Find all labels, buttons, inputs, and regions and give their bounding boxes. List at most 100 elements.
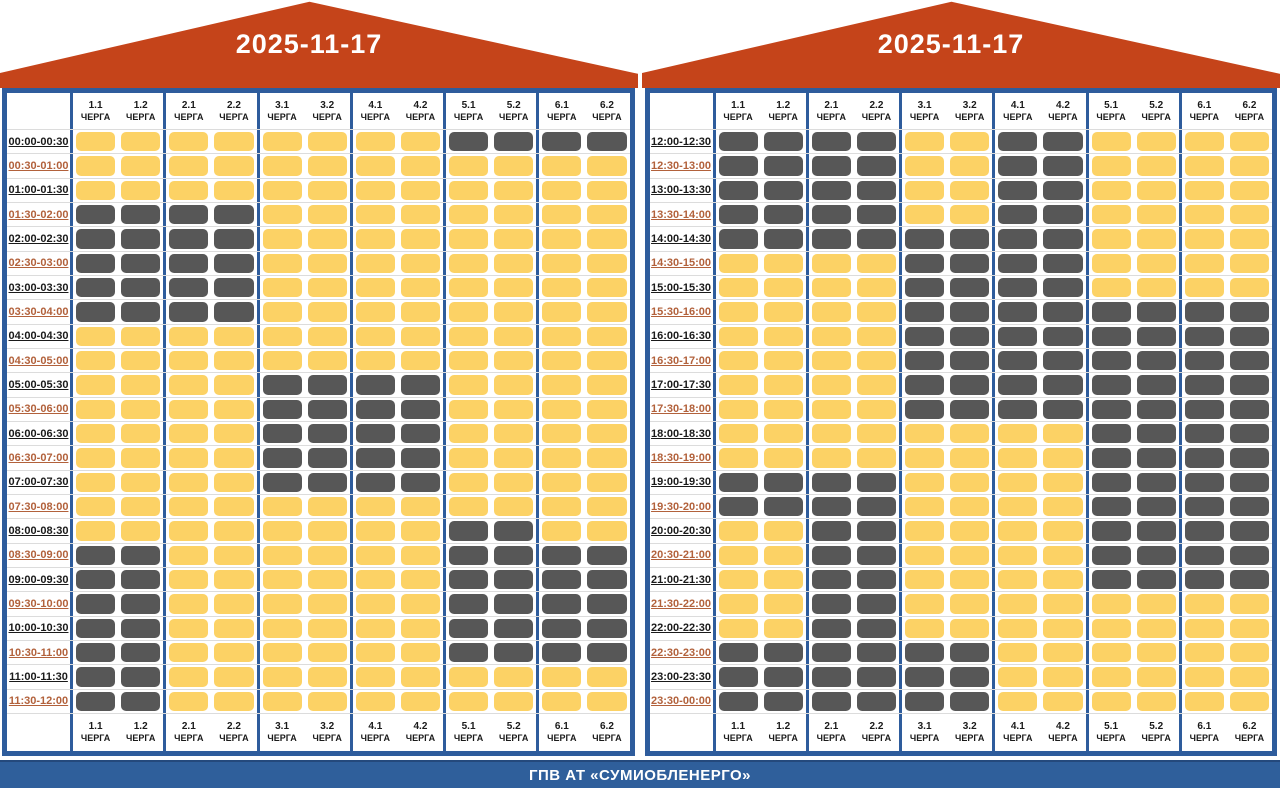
queue-group bbox=[1085, 202, 1179, 227]
slot-power-on bbox=[76, 180, 116, 200]
slot-power-on bbox=[542, 302, 582, 322]
slot-power-on bbox=[400, 667, 440, 687]
queue-group bbox=[1085, 543, 1179, 567]
queue-group bbox=[1178, 616, 1272, 640]
slot-power-on bbox=[121, 326, 161, 346]
slot-power-on bbox=[587, 180, 627, 200]
slot-power-on bbox=[494, 667, 534, 687]
slot-power-on bbox=[307, 569, 347, 590]
slot-power-on bbox=[400, 204, 440, 225]
queue-group bbox=[712, 130, 806, 154]
time-row: 10:30-11:00 bbox=[7, 640, 630, 666]
slot-power-on bbox=[1136, 204, 1176, 225]
slot-power-on bbox=[1091, 594, 1131, 614]
slot-power-off bbox=[718, 472, 758, 492]
queue-number: 6.2 bbox=[599, 721, 614, 733]
queue-group bbox=[992, 567, 1085, 592]
queue-group bbox=[256, 275, 350, 300]
time-row: 11:30-12:00 bbox=[7, 689, 630, 714]
time-row: 04:30-05:00 bbox=[7, 348, 630, 374]
queue-header-cell: 4.1 ЧЕРГА bbox=[353, 93, 398, 129]
slot-power-on bbox=[355, 545, 395, 565]
slot-power-on bbox=[763, 277, 803, 298]
slot-power-on bbox=[355, 132, 395, 152]
queue-group bbox=[256, 178, 350, 202]
queue-group bbox=[536, 616, 629, 640]
slot-power-on bbox=[950, 594, 990, 614]
slot-power-off bbox=[494, 545, 534, 565]
queue-group bbox=[349, 130, 443, 154]
queue-group bbox=[349, 616, 443, 640]
slot-power-off bbox=[998, 253, 1038, 273]
slot-power-off bbox=[905, 253, 945, 273]
slot-power-on bbox=[718, 423, 758, 444]
queue-group bbox=[70, 373, 163, 397]
queue-number: 3.1 bbox=[275, 721, 290, 733]
slot-power-on bbox=[1043, 423, 1083, 444]
slot-power-on bbox=[718, 569, 758, 590]
slot-power-off bbox=[169, 253, 209, 273]
slot-power-on bbox=[998, 545, 1038, 565]
queue-group bbox=[899, 154, 992, 178]
slot-power-on bbox=[307, 545, 347, 565]
queue-group bbox=[899, 373, 992, 397]
slot-power-off bbox=[1136, 472, 1176, 492]
slot-power-on bbox=[542, 253, 582, 273]
queue-word: ЧЕРГА bbox=[360, 733, 390, 744]
slot-power-on bbox=[763, 618, 803, 638]
slot-power-off bbox=[905, 326, 945, 346]
slot-power-on bbox=[1043, 496, 1083, 517]
queue-group bbox=[1085, 373, 1179, 397]
slot-power-on bbox=[121, 521, 161, 541]
time-row: 15:00-15:30 bbox=[649, 275, 1272, 301]
slot-power-on bbox=[214, 472, 254, 492]
queue-group bbox=[536, 519, 629, 543]
queue-header-cell: 2.2 ЧЕРГА bbox=[854, 714, 899, 751]
schedule-grid-right: 1.1 ЧЕРГА 1.2 ЧЕРГА 2.1 ЧЕРГА 2.2 ЧЕРГА 3.1 ЧЕРГА… bbox=[649, 93, 1272, 751]
queue-group bbox=[256, 519, 350, 543]
slot-power-on bbox=[763, 448, 803, 468]
slot-power-on bbox=[542, 277, 582, 298]
slot-power-off bbox=[1091, 350, 1131, 371]
queue-group bbox=[899, 689, 992, 713]
queue-number: 1.1 bbox=[731, 721, 746, 733]
slot-power-on bbox=[1043, 594, 1083, 614]
queue-number: 2.2 bbox=[869, 99, 884, 111]
slot-power-off bbox=[905, 229, 945, 249]
time-row: 19:00-19:30 bbox=[649, 470, 1272, 495]
queue-group bbox=[536, 130, 629, 154]
queue-group bbox=[443, 665, 536, 689]
slot-power-on bbox=[1136, 667, 1176, 687]
slot-power-on bbox=[76, 375, 116, 395]
queue-group: 6.1 ЧЕРГА 6.2 ЧЕРГА bbox=[1178, 93, 1272, 129]
slot-power-off bbox=[718, 132, 758, 152]
time-row: 22:30-23:00 bbox=[649, 640, 1272, 666]
queue-word: ЧЕРГА bbox=[723, 733, 753, 744]
time-label: 10:00-10:30 bbox=[8, 622, 69, 635]
slot-power-on bbox=[1136, 594, 1176, 614]
slot-power-off bbox=[718, 691, 758, 711]
queue-group bbox=[536, 421, 629, 446]
slot-power-off bbox=[763, 472, 803, 492]
slot-power-off bbox=[1136, 375, 1176, 395]
slot-power-on bbox=[1091, 642, 1131, 663]
queue-group bbox=[536, 592, 629, 616]
slot-power-off bbox=[214, 229, 254, 249]
slot-power-on bbox=[449, 253, 489, 273]
slot-power-off bbox=[856, 521, 896, 541]
slot-power-off bbox=[811, 569, 851, 590]
slot-power-off bbox=[998, 132, 1038, 152]
slot-power-off bbox=[950, 253, 990, 273]
queue-number: 4.1 bbox=[368, 99, 383, 111]
slot-power-off bbox=[1043, 326, 1083, 346]
queue-header-cell: 3.2 ЧЕРГА bbox=[947, 93, 992, 129]
queue-group bbox=[899, 421, 992, 446]
queue-number: 4.2 bbox=[1055, 99, 1070, 111]
queue-group bbox=[349, 567, 443, 592]
slot-power-on bbox=[718, 594, 758, 614]
time-label: 05:30-06:00 bbox=[8, 403, 69, 416]
queue-group: 2.1 ЧЕРГА 2.2 ЧЕРГА bbox=[163, 93, 256, 129]
slot-power-off bbox=[76, 594, 116, 614]
slot-power-off bbox=[121, 618, 161, 638]
time-row: 00:30-01:00 bbox=[7, 154, 630, 179]
